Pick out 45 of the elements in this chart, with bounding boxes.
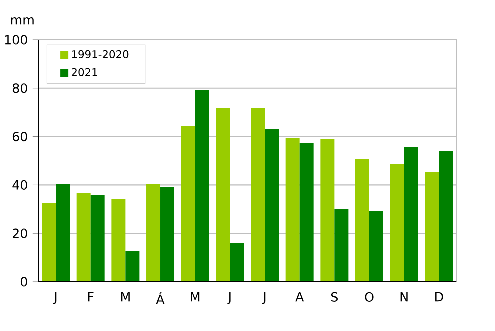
x-tick-label: S (331, 292, 338, 302)
bar (404, 147, 418, 282)
bar (390, 164, 404, 282)
bar (230, 243, 244, 282)
y-tick-label: 0 (20, 277, 28, 287)
bar (181, 126, 196, 282)
x-tick-label: M (191, 292, 200, 302)
legend-label: 1991-2020 (72, 50, 129, 58)
y-tick-label: 20 (12, 228, 28, 238)
bar (300, 143, 314, 282)
bar (320, 138, 335, 282)
bar (370, 211, 384, 282)
bar (265, 129, 279, 282)
x-tick-label: J (228, 292, 231, 304)
bar (146, 184, 161, 282)
x-tick-label: J (53, 292, 57, 304)
bar (126, 251, 140, 282)
x-tick-label: M (121, 292, 130, 302)
bar (160, 187, 175, 282)
bar (334, 209, 349, 282)
bar (286, 138, 300, 282)
bar (56, 184, 70, 282)
x-tick-label: N (400, 292, 408, 302)
y-tick-label: 40 (12, 180, 28, 190)
bar (90, 195, 105, 282)
bar (356, 159, 370, 282)
legend-label: 2021 (72, 68, 98, 76)
bar (251, 108, 265, 282)
bar (425, 172, 440, 282)
y-tick-label: 80 (12, 84, 28, 94)
bar (42, 203, 56, 282)
x-tick-label: O (365, 292, 374, 302)
x-tick-label: J (262, 292, 266, 304)
x-tick-label: Á (156, 292, 165, 304)
y-tick-label: 60 (12, 132, 28, 142)
x-tick-label: F (88, 292, 94, 302)
x-tick-label: A (296, 292, 304, 302)
y-axis-title: mm (11, 18, 34, 25)
bar (76, 193, 91, 282)
bar (439, 151, 454, 282)
bar (216, 108, 230, 282)
x-tick-label: D (436, 292, 444, 302)
bar (112, 198, 126, 282)
bar (195, 90, 210, 282)
y-tick-label: 100 (5, 35, 28, 45)
